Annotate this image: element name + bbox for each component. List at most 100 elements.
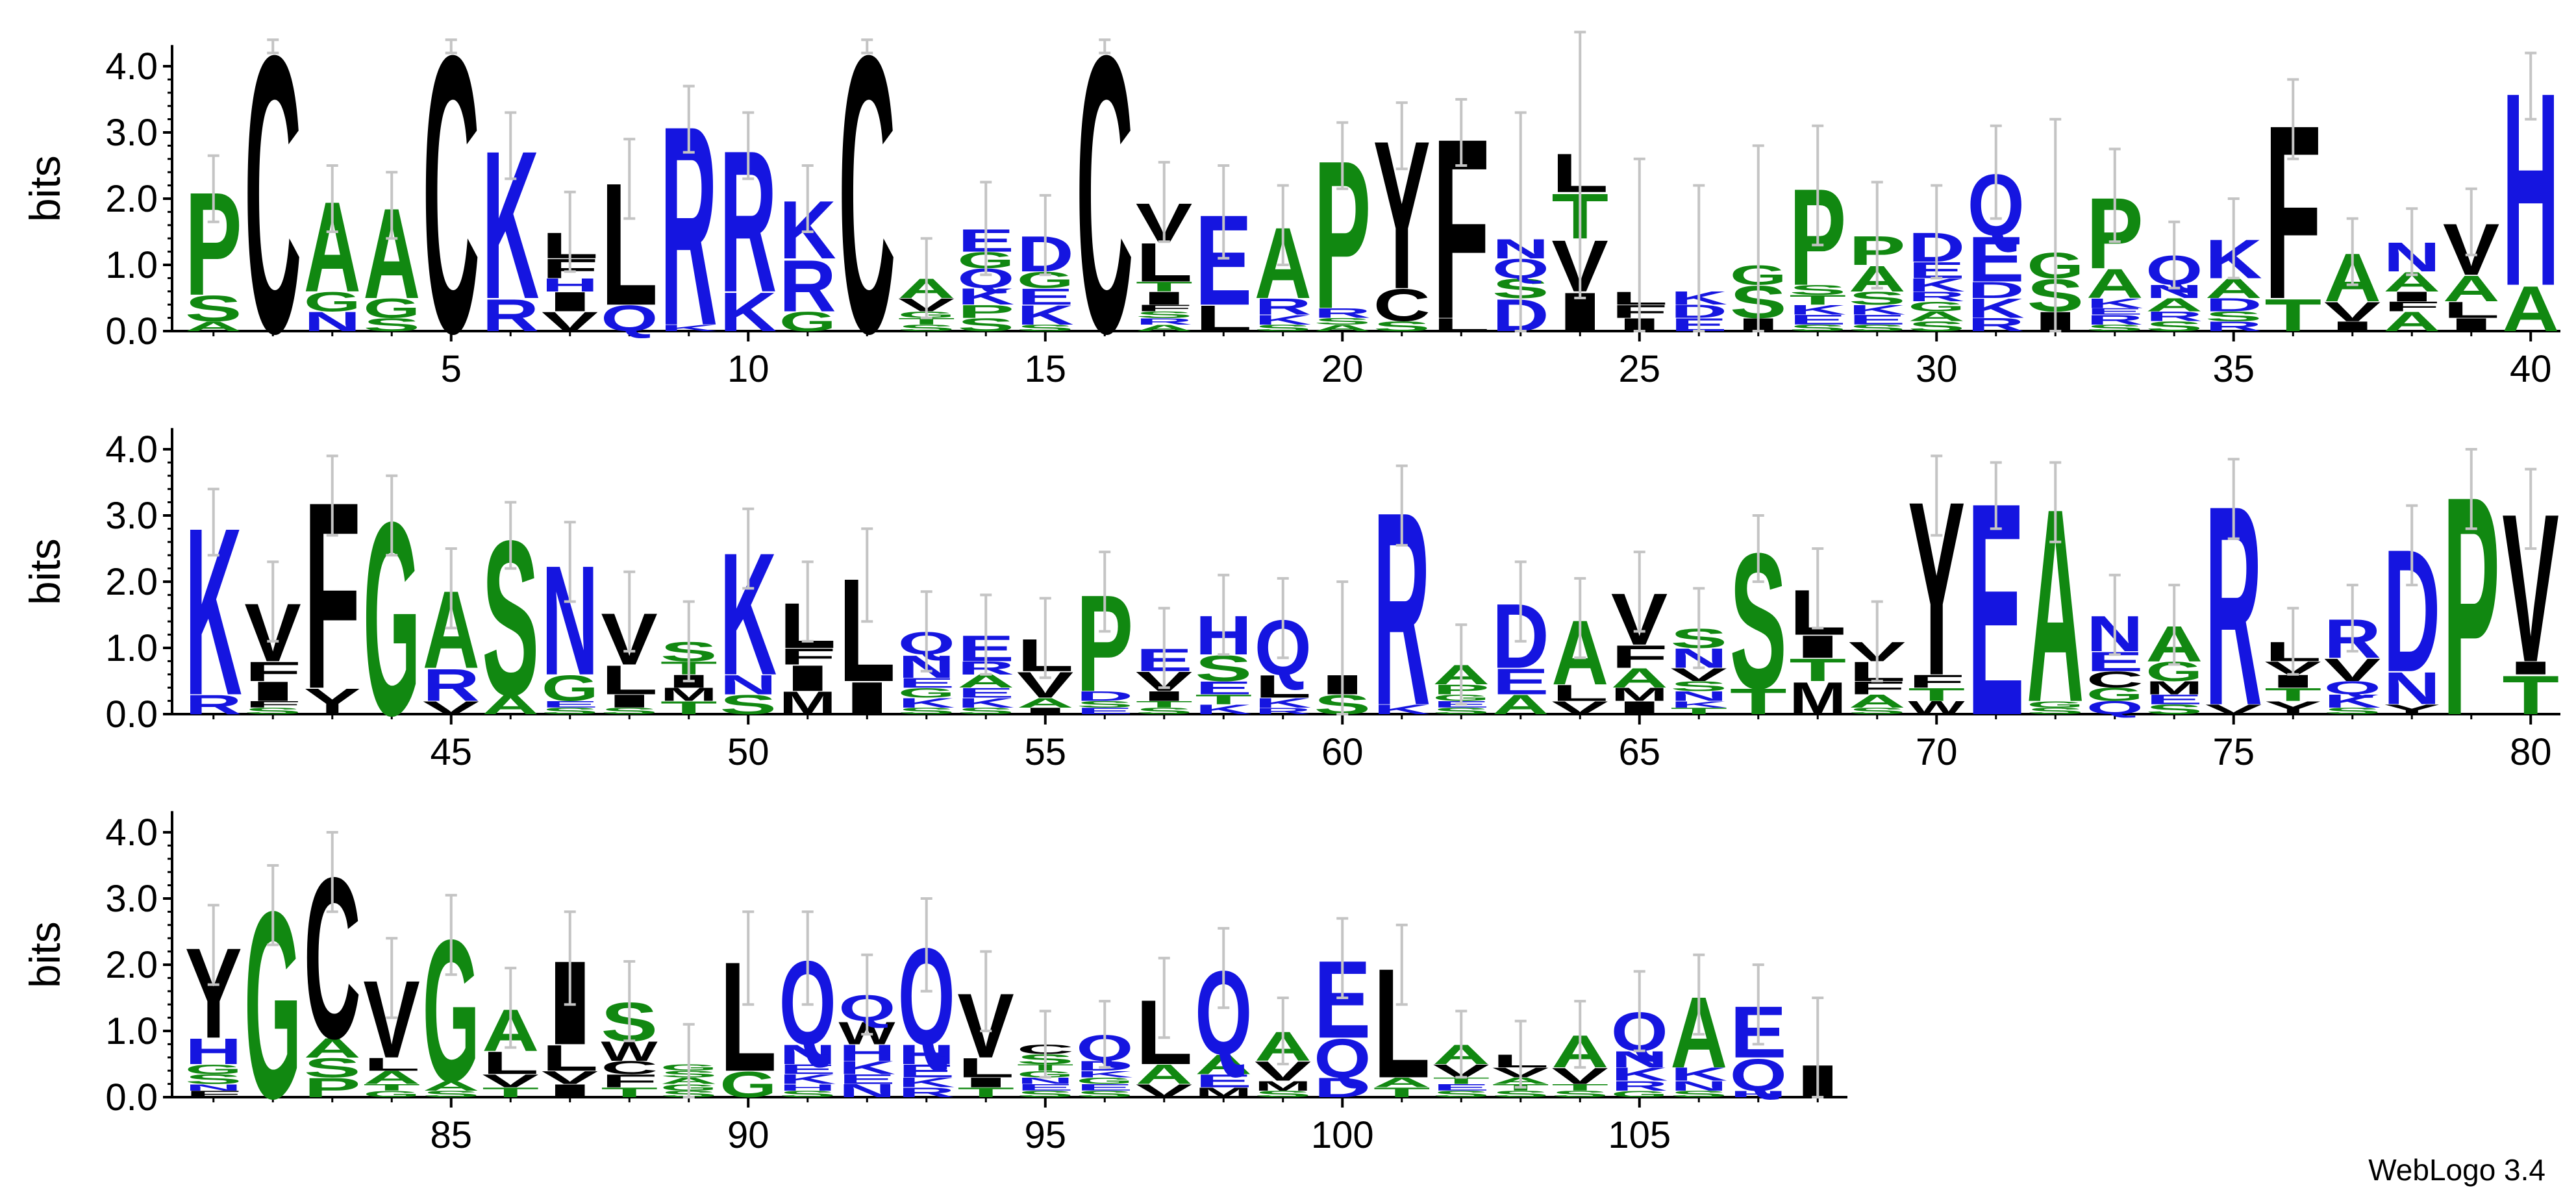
logo-glyph-T: T <box>1789 652 1846 688</box>
logo-glyph-T: T <box>1908 684 1965 705</box>
x-tick-label: 105 <box>1608 1114 1671 1156</box>
logo-glyph-Y: Y <box>2383 702 2440 717</box>
logo-glyph-R: R <box>482 290 539 341</box>
logo-stack-22: LF <box>1432 86 1490 373</box>
logo-glyph-S: S <box>2205 309 2262 325</box>
logo-glyph-G: G <box>2086 684 2144 705</box>
logo-glyph-G: G <box>779 306 836 337</box>
logo-glyph-V: V <box>1551 698 1608 719</box>
logo-glyph-V: V <box>2324 652 2381 688</box>
logo-glyph-L: L <box>542 1037 599 1078</box>
logo-stack-71: E <box>1968 440 2025 779</box>
logo-glyph-T: T <box>2502 665 2559 726</box>
logo-glyph-R: R <box>779 245 836 327</box>
logo-glyph-M: M <box>1195 1085 1252 1100</box>
logo-glyph-Q: Q <box>2324 678 2381 699</box>
logo-glyph-F: F <box>2383 299 2440 314</box>
logo-glyph-L: L <box>2443 297 2500 323</box>
logo-glyph-A: A <box>2383 306 2440 337</box>
logo-stack-16: C <box>1076 0 1133 415</box>
logo-glyph-K: K <box>1255 695 1312 711</box>
y-tick-label: 2.0 <box>105 944 158 986</box>
logo-glyph-F: F <box>601 1071 658 1091</box>
x-tick-label: 20 <box>1321 348 1364 390</box>
y-tick-label: 4.0 <box>105 45 158 88</box>
logo-glyph-S: S <box>244 706 301 716</box>
logo-glyph-I: I <box>1789 628 1846 664</box>
y-tick-label: 1.0 <box>105 627 158 669</box>
logo-stack-46: AS <box>482 495 539 741</box>
logo-glyph-N: N <box>719 670 777 700</box>
logo-glyph-K: K <box>719 282 777 343</box>
logo-glyph-I: I <box>542 1080 599 1101</box>
x-tick-label: 10 <box>727 348 769 390</box>
logo-glyph-C: C <box>1373 280 1431 331</box>
logo-glyph-I: I <box>2324 319 2381 334</box>
logo-glyph-F: F <box>779 644 836 670</box>
logo-glyph-K: K <box>779 1071 836 1087</box>
logo-glyph-E: E <box>1017 284 1074 310</box>
logo-glyph-E: E <box>898 1061 955 1082</box>
logo-glyph-E: E <box>779 1061 836 1077</box>
logo-glyph-F: F <box>244 656 301 687</box>
logo-glyph-N: N <box>1670 688 1727 704</box>
logo-stack-8: QL <box>601 138 658 342</box>
logo-glyph-Q: Q <box>601 298 658 339</box>
logo-glyph-Y: Y <box>304 681 361 722</box>
logo-glyph-I: I <box>1136 688 1193 704</box>
x-tick-label: 95 <box>1024 1114 1066 1156</box>
logo-glyph-E: E <box>1076 706 1133 716</box>
logo-stack-6: RK <box>482 107 539 343</box>
x-tick-label: 90 <box>727 1114 769 1156</box>
logo-stack-108: I <box>1789 997 1846 1107</box>
logo-glyph-T: T <box>1670 706 1727 716</box>
logo-glyph-S: S <box>1849 288 1906 309</box>
logo-glyph-W: W <box>1908 698 1965 718</box>
logo-glyph-L: L <box>1255 669 1312 704</box>
logo-glyph-L: L <box>1432 314 1490 335</box>
y-tick-label: 1.0 <box>105 244 158 286</box>
logo-glyph-R: R <box>1968 314 2025 335</box>
logo-glyph-K: K <box>1670 699 1727 710</box>
logo-glyph-K: K <box>1670 1064 1727 1085</box>
logo-glyph-S: S <box>1789 282 1846 298</box>
logo-glyph-E: E <box>1076 1082 1133 1093</box>
logo-glyph-S: S <box>898 706 955 716</box>
logo-stack-54: SKEARE <box>957 593 1014 716</box>
logo-stack-40: AH <box>2502 36 2559 345</box>
logo-glyph-I: I <box>1611 697 1668 718</box>
logo-glyph-S: S <box>423 1089 480 1099</box>
logo-glyph-N: N <box>779 1039 836 1070</box>
logo-stack-61: KR <box>1373 455 1431 763</box>
logo-glyph-S: S <box>2027 706 2084 716</box>
logo-glyph-F: F <box>1136 303 1193 314</box>
logo-glyph-T: T <box>1195 691 1252 707</box>
y-tick-label: 0.0 <box>105 310 158 353</box>
logo-glyph-T: T <box>1136 279 1193 295</box>
logo-glyph-D: D <box>2205 295 2262 316</box>
logo-glyph-L: L <box>363 1054 420 1075</box>
logo-glyph-H: H <box>779 1082 836 1093</box>
logo-glyph-E: E <box>1789 312 1846 328</box>
logo-glyph-I: I <box>779 658 836 699</box>
logo-glyph-R: R <box>898 1085 955 1100</box>
credit-label: WebLogo 3.4 <box>2368 1153 2545 1187</box>
logo-glyph-S: S <box>2145 319 2203 334</box>
logo-glyph-A: A <box>1195 1050 1252 1080</box>
logo-glyph-D: D <box>1314 1072 1371 1103</box>
